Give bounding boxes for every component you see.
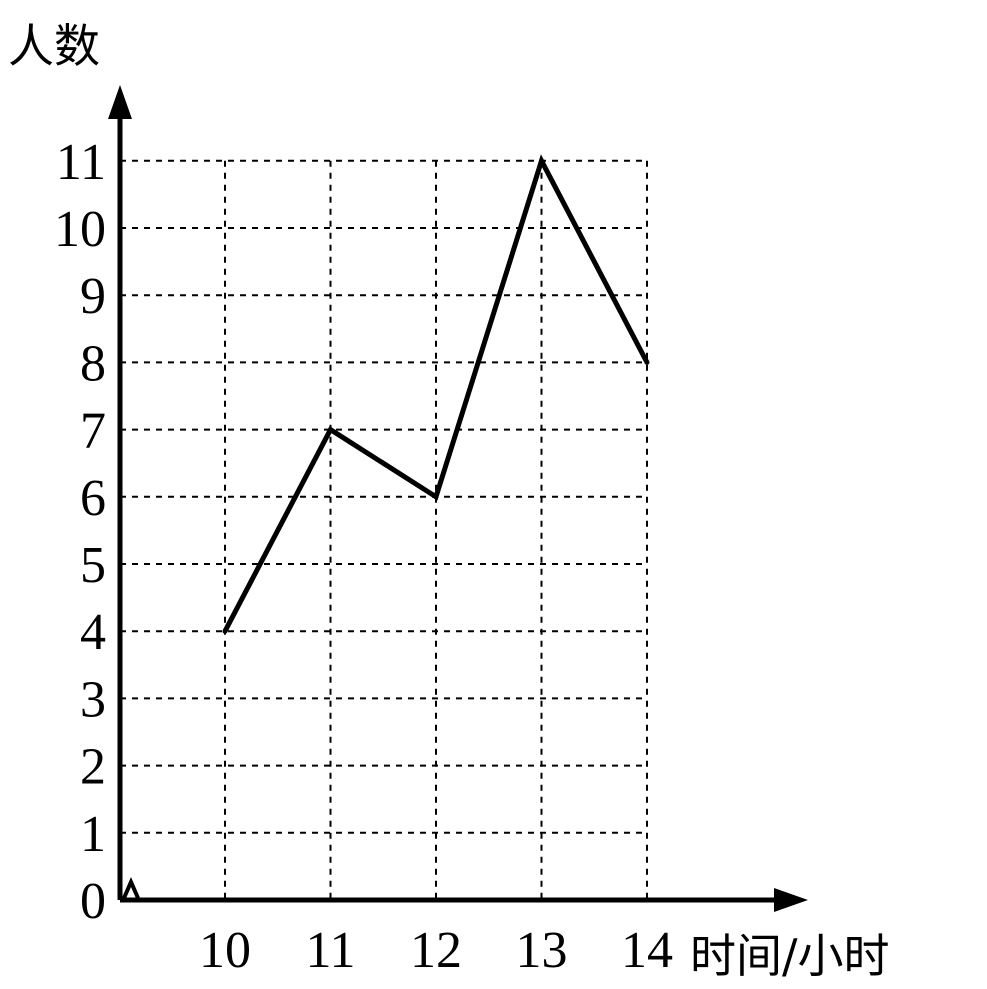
data-point bbox=[328, 427, 333, 433]
data-point bbox=[539, 158, 544, 164]
y-axis-title: 人数 bbox=[8, 19, 100, 73]
y-axis-arrow bbox=[108, 85, 132, 119]
x-tick-label: 10 bbox=[199, 922, 251, 979]
y-tick-label: 11 bbox=[56, 134, 106, 191]
y-tick-label: 4 bbox=[80, 604, 106, 661]
data-point bbox=[433, 494, 439, 500]
axes bbox=[108, 85, 808, 912]
data-point bbox=[644, 359, 650, 365]
y-tick-label: 5 bbox=[80, 537, 106, 594]
x-axis-title: 时间/小时 bbox=[690, 929, 890, 983]
x-axis-break-icon bbox=[122, 877, 140, 899]
series bbox=[222, 154, 650, 634]
y-tick-label: 1 bbox=[80, 806, 106, 863]
data-point bbox=[222, 628, 228, 634]
x-tick-label: 13 bbox=[516, 922, 568, 979]
y-tick-label: 6 bbox=[80, 470, 106, 527]
x-axis-arrow bbox=[774, 888, 808, 912]
x-tick-labels: 10 11 12 13 14 bbox=[199, 922, 673, 979]
x-tick-label: 12 bbox=[410, 922, 462, 979]
y-tick-label: 3 bbox=[80, 671, 106, 728]
y-tick-label: 2 bbox=[80, 739, 106, 796]
y-tick-label: 0 bbox=[80, 873, 106, 930]
y-tick-label: 8 bbox=[80, 335, 106, 392]
grid bbox=[120, 159, 648, 900]
y-tick-label: 10 bbox=[54, 201, 106, 258]
y-tick-label: 9 bbox=[80, 268, 106, 325]
x-tick-label: 11 bbox=[305, 922, 355, 979]
y-tick-label: 7 bbox=[80, 403, 106, 460]
x-tick-label: 14 bbox=[621, 922, 673, 979]
y-tick-labels: 0 1 2 3 4 5 6 7 8 9 10 11 bbox=[54, 134, 106, 930]
